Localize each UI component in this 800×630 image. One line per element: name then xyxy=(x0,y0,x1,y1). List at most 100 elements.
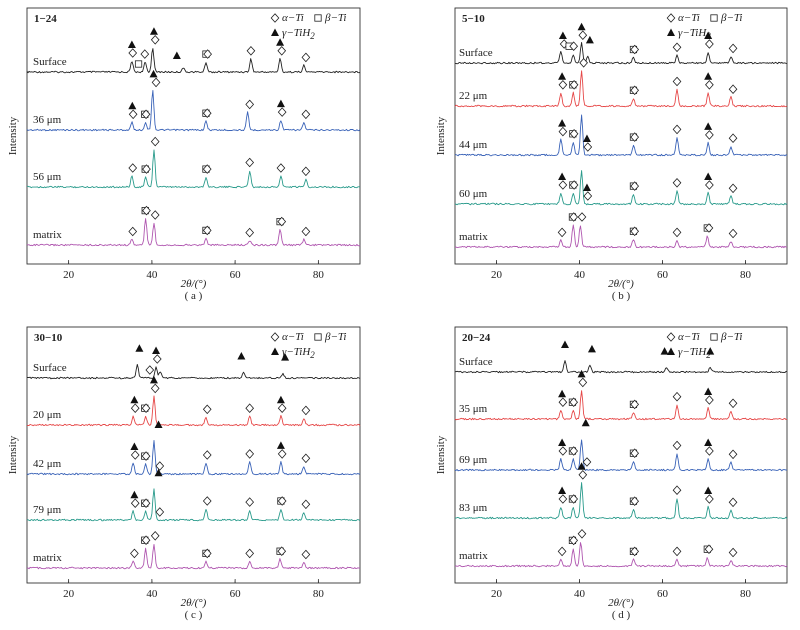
alpha-ti-marker xyxy=(666,332,676,342)
gamma-tih2-marker xyxy=(135,344,144,352)
alpha-ti-marker xyxy=(630,496,640,506)
alpha-ti-marker xyxy=(245,449,255,459)
series-trace xyxy=(455,439,788,472)
gamma-tih2-marker xyxy=(558,438,567,446)
panel-c: 20 40 60 80 Intensity 2θ/(°)( c ) 30−10 α−Ti β−T… xyxy=(7,326,361,621)
alpha-ti-marker xyxy=(245,403,255,413)
alpha-ti-marker xyxy=(277,216,287,227)
alpha-ti-marker xyxy=(630,44,640,55)
gamma-tih2-marker xyxy=(704,486,713,494)
alpha-ti-marker xyxy=(672,124,682,135)
series-label: 44 μm xyxy=(459,139,488,151)
alpha-ti-marker xyxy=(128,48,138,58)
gamma-tih2-marker xyxy=(582,183,591,191)
alpha-ti-marker xyxy=(128,226,138,237)
alpha-ti-marker xyxy=(672,391,682,402)
alpha-ti-marker xyxy=(672,227,682,238)
legend-beta-label: β−Ti xyxy=(324,12,346,24)
alpha-ti-marker xyxy=(150,35,160,45)
series-trace xyxy=(26,395,361,427)
legend-alpha-label: α−Ti xyxy=(282,12,304,24)
x-axis-label: 2θ/(°) xyxy=(608,278,634,290)
series-trace xyxy=(454,70,788,108)
gamma-tih2-marker xyxy=(704,172,713,180)
alpha-ti-marker xyxy=(672,485,682,495)
gamma-tih2-marker xyxy=(582,134,591,142)
gamma-tih2-marker xyxy=(577,22,586,31)
series-label: Surface xyxy=(459,47,493,59)
alpha-ti-marker xyxy=(569,80,579,90)
y-axis-label: Intensity xyxy=(7,435,19,474)
gamma-tih2-marker xyxy=(271,28,279,36)
alpha-ti-marker xyxy=(150,136,160,147)
series-label: matrix xyxy=(33,552,62,564)
alpha-ti-marker xyxy=(728,228,738,239)
gamma-tih2-marker xyxy=(149,27,158,35)
alpha-ti-marker xyxy=(569,212,579,222)
series-label: 69 μm xyxy=(459,454,488,466)
alpha-ti-marker xyxy=(705,494,714,504)
gamma-tih2-marker xyxy=(130,395,139,404)
alpha-ti-marker xyxy=(128,163,138,173)
series-trace xyxy=(26,149,361,189)
series-label: matrix xyxy=(459,231,488,243)
legend-gamma-label: γ−TiH2 xyxy=(282,27,315,41)
alpha-ti-marker xyxy=(557,227,567,238)
legend-alpha-label: α−Ti xyxy=(678,331,700,343)
panel-title: 30−10 xyxy=(34,332,63,344)
gamma-tih2-marker xyxy=(558,31,567,39)
alpha-ti-marker xyxy=(245,227,255,238)
alpha-ti-marker xyxy=(202,496,212,506)
alpha-ti-marker xyxy=(150,531,160,541)
x-axis-label: 2θ/(°) xyxy=(181,597,207,609)
alpha-ti-marker xyxy=(569,180,579,190)
alpha-ti-marker xyxy=(705,180,714,190)
alpha-ti-marker xyxy=(141,451,151,461)
series-label: 42 μm xyxy=(33,458,62,470)
alpha-ti-marker xyxy=(150,210,160,220)
alpha-ti-marker xyxy=(583,191,593,201)
alpha-ti-marker xyxy=(301,109,311,120)
series-label: matrix xyxy=(459,550,488,562)
series-trace xyxy=(26,488,361,522)
alpha-ti-marker xyxy=(578,377,588,388)
panel-title: 20−24 xyxy=(462,332,491,344)
alpha-ti-marker xyxy=(130,498,140,508)
legend-gamma-subscript: 2 xyxy=(310,31,315,41)
gamma-tih2-marker xyxy=(704,438,713,446)
legend-gamma-subscript: 2 xyxy=(310,350,315,360)
legend-beta-label: β−Ti xyxy=(720,12,742,24)
gamma-tih2-marker xyxy=(660,347,669,355)
panel-caption: ( d ) xyxy=(612,609,631,621)
alpha-ti-marker xyxy=(728,133,738,143)
alpha-ti-marker xyxy=(276,163,286,173)
legend-gamma-subscript: 2 xyxy=(706,350,711,360)
alpha-ti-marker xyxy=(145,365,155,375)
x-tick-label: 60 xyxy=(657,588,669,600)
alpha-ti-marker xyxy=(140,49,150,59)
alpha-ti-marker xyxy=(558,126,568,137)
gamma-tih2-marker xyxy=(276,99,285,108)
series-label: Surface xyxy=(33,56,67,68)
alpha-ti-marker xyxy=(202,404,212,415)
x-tick-label: 80 xyxy=(313,269,325,281)
series-trace xyxy=(455,482,788,520)
alpha-ti-marker xyxy=(301,549,311,560)
gamma-tih2-marker xyxy=(560,340,569,348)
alpha-ti-marker xyxy=(704,223,714,233)
gamma-tih2-marker xyxy=(704,31,713,39)
alpha-ti-marker xyxy=(577,529,587,539)
beta-ti-marker xyxy=(134,60,143,68)
gamma-tih2-marker xyxy=(581,418,590,427)
alpha-ti-marker xyxy=(142,205,151,216)
x-axis-label: 2θ/(°) xyxy=(181,278,207,290)
panel-caption: ( c ) xyxy=(185,609,203,621)
alpha-ti-marker xyxy=(130,450,140,460)
alpha-ti-marker xyxy=(558,494,568,504)
x-tick-label: 80 xyxy=(740,588,752,600)
alpha-ti-marker xyxy=(672,546,682,557)
alpha-ti-marker xyxy=(630,448,640,458)
gamma-tih2-marker xyxy=(276,441,285,449)
alpha-ti-marker xyxy=(728,43,738,54)
alpha-ti-marker xyxy=(704,544,714,554)
